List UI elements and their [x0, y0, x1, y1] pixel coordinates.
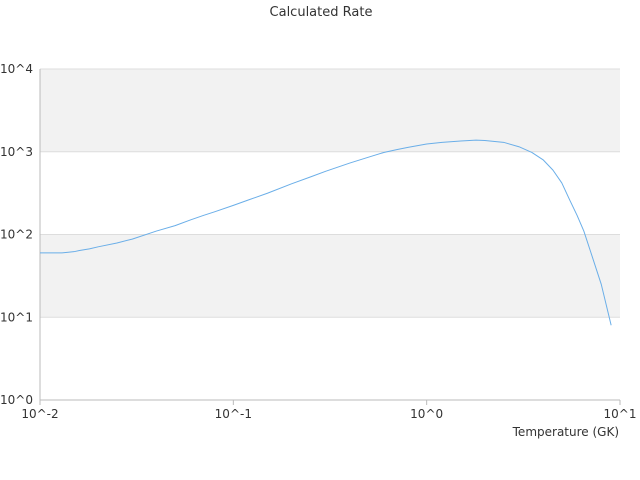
y-tick-label: 10^3 [0, 145, 33, 159]
x-tick-labels: 10^-2 10^-1 10^0 10^1 [21, 407, 636, 421]
chart-title: Calculated Rate [270, 5, 373, 20]
y-tick-label: 10^1 [0, 310, 33, 324]
x-tick-label: 10^-2 [21, 407, 58, 421]
plot-band [40, 234, 620, 318]
y-tick-labels: 10^0 10^1 10^2 10^3 10^4 [0, 62, 33, 407]
plot-band [40, 69, 620, 152]
y-tick-label: 10^4 [0, 62, 33, 76]
plot-bands [40, 69, 620, 318]
x-tick-label: 10^0 [410, 407, 443, 421]
y-tick-label: 10^2 [0, 228, 33, 242]
x-tick-label: 10^-1 [215, 407, 252, 421]
x-tick-label: 10^1 [604, 407, 637, 421]
series-line [40, 139, 612, 326]
series-lines [40, 139, 612, 326]
axes [39, 69, 621, 405]
y-tick-label: 10^0 [0, 393, 33, 407]
x-axis-label: Temperature (GK) [512, 425, 619, 439]
